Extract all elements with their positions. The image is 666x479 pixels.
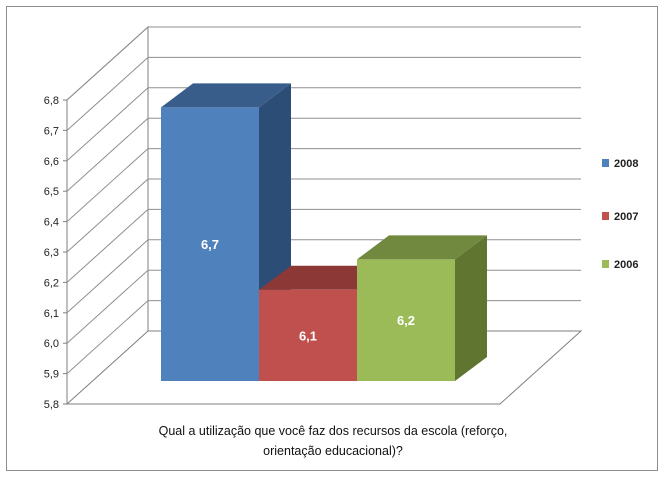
legend-label-2008: 2008 (614, 158, 638, 170)
y-tick-label: 6,6 (44, 156, 59, 168)
data-label-2008: 6,7 (201, 237, 219, 252)
legend-swatch-2008 (602, 159, 609, 167)
legend-label-2006: 2006 (614, 259, 638, 271)
y-tick-label: 5,9 (44, 369, 59, 381)
gridline (66, 117, 581, 192)
y-tick-label: 6,0 (44, 338, 59, 350)
y-tick-label: 6,5 (44, 186, 59, 198)
gridline (66, 148, 581, 222)
data-label-2007: 6,1 (299, 328, 317, 343)
x-axis-caption: Qual a utilização que você faz dos recur… (0, 421, 666, 461)
legend-swatch-2006 (602, 260, 609, 268)
gridline (66, 178, 581, 253)
gridline (66, 208, 581, 283)
chart-frame (6, 6, 658, 471)
bar-top-2008 (161, 83, 291, 108)
y-tick-label: 6,4 (44, 217, 59, 229)
legend-label-2007: 2007 (614, 211, 638, 223)
bar-2006: 6,2 (357, 235, 487, 381)
legend-swatch-2007 (602, 212, 609, 220)
data-label-2006: 6,2 (397, 313, 415, 328)
bar-front-2007 (259, 289, 357, 381)
floor-edge (66, 330, 149, 405)
y-tick-label: 6,3 (44, 247, 59, 259)
y-tick-label: 5,8 (44, 399, 59, 411)
y-axis-ticks: 5,8 5,9 6,0 6,1 6,2 6,3 6,4 6,5 6,6 6,7 6,8 (44, 95, 67, 411)
bar-top-2006 (357, 235, 487, 260)
gridline (66, 26, 581, 101)
x-axis-caption-line-2: orientação educacional)? (263, 444, 403, 458)
y-tick-label: 6,2 (44, 277, 59, 289)
gridline (66, 87, 581, 162)
legend: 2008 2007 2006 (602, 158, 638, 271)
bar-front-2006 (357, 259, 455, 381)
x-axis-caption-line-1: Qual a utilização que você faz dos recur… (158, 424, 508, 438)
y-tick-label: 6,1 (44, 308, 59, 320)
bar-front-2008 (161, 107, 259, 382)
y-tick-label: 6,8 (44, 95, 59, 107)
bars: 6,7 6,1 6,2 (161, 83, 487, 382)
y-tick-label: 6,7 (44, 125, 59, 137)
bar-top-2007 (259, 265, 389, 290)
gridline (66, 56, 581, 131)
bar-side-2006 (455, 235, 487, 381)
